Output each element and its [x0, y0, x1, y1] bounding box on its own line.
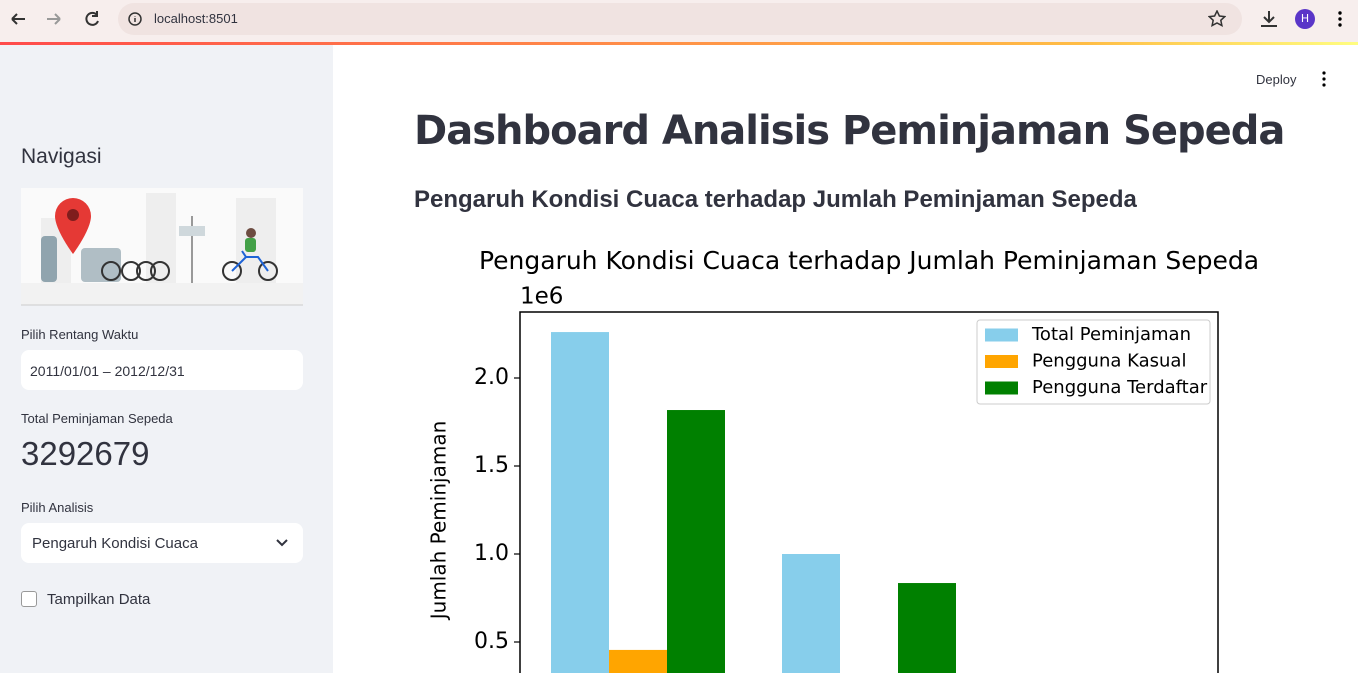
date-label: Pilih Rentang Waktu [21, 327, 139, 342]
checkbox[interactable] [21, 591, 37, 607]
legend-swatch [985, 381, 1018, 395]
legend-label: Pengguna Kasual [1032, 351, 1186, 372]
sidebar: Navigasi Pilih Rentang Waktu 2011/01/01 … [0, 45, 333, 673]
legend-label: Total Peminjaman [1031, 324, 1191, 345]
bar [898, 583, 956, 673]
bar [551, 332, 609, 673]
chart-title: Pengaruh Kondisi Cuaca terhadap Jumlah P… [479, 246, 1259, 275]
y-tick-label: 1.5 [474, 453, 509, 478]
decoration [0, 42, 1358, 45]
checkbox-label[interactable]: Tampilkan Data [47, 591, 151, 608]
metric-label: Total Peminjaman Sepeda [21, 411, 173, 426]
select-value: Pengaruh Kondisi Cuaca [32, 535, 198, 552]
subheader: Pengaruh Kondisi Cuaca terhadap Jumlah P… [414, 186, 1137, 213]
legend-label: Pengguna Terdaftar [1032, 377, 1208, 398]
bar [609, 649, 667, 673]
avatar[interactable]: H [1295, 9, 1315, 29]
browser-bar: localhost:8501 H [0, 0, 1358, 42]
sidebar-heading: Navigasi [21, 145, 102, 168]
chart: Pengaruh Kondisi Cuaca terhadap Jumlah P… [427, 246, 1259, 673]
y-tick-label: 0.5 [474, 629, 509, 654]
legend-swatch [985, 355, 1018, 368]
y-tick-label: 2.0 [474, 365, 509, 390]
select-label: Pilih Analisis [21, 500, 94, 515]
illustration [21, 188, 303, 306]
metric-value: 3292679 [21, 435, 150, 472]
nav-buttons[interactable] [0, 0, 110, 40]
legend-swatch [985, 328, 1018, 342]
address-bar[interactable]: localhost:8501 [118, 3, 1242, 35]
url-text: localhost:8501 [154, 11, 238, 26]
bar [667, 410, 725, 673]
y-axis-label: Jumlah Peminjaman [427, 421, 451, 622]
axes-frame [519, 311, 1219, 673]
date-value: 2011/01/01 – 2012/12/31 [30, 363, 185, 379]
menu-icon[interactable] [1334, 9, 1346, 29]
download-icon[interactable] [1258, 9, 1280, 29]
bar [782, 554, 840, 673]
deploy-button[interactable]: Deploy [1256, 72, 1297, 87]
legend-box [976, 319, 1211, 405]
y-tick-label: 1.0 [474, 541, 509, 566]
select-box[interactable]: Pengaruh Kondisi Cuaca [21, 523, 303, 563]
offset-text: 1e6 [520, 284, 563, 310]
date-input[interactable]: 2011/01/01 – 2012/12/31 [21, 350, 303, 390]
main-menu[interactable] [1318, 70, 1330, 88]
page-title: Dashboard Analisis Peminjaman Sepeda [414, 108, 1285, 154]
